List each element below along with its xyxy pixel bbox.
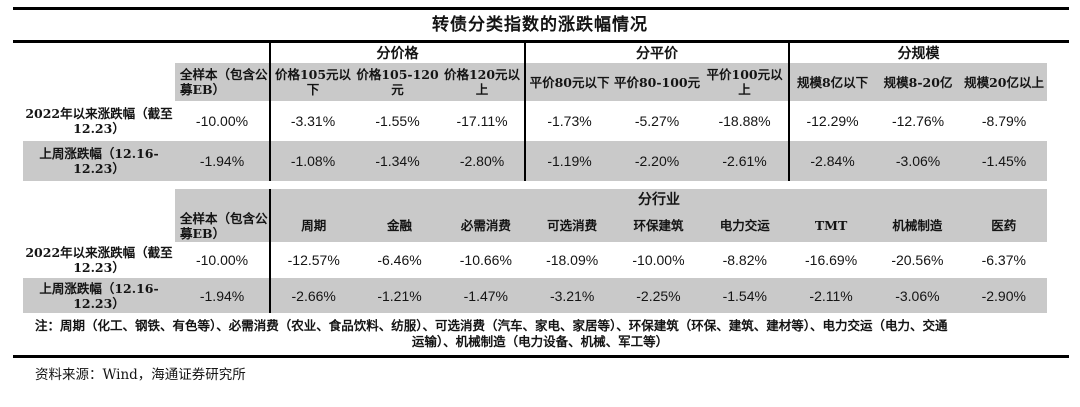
section-header-industry: 分行业 bbox=[269, 189, 1047, 209]
header-cell: 必需消费 bbox=[442, 209, 529, 242]
table-row: 上周涨跌幅（12.16-12.23） -1.94% -2.66% -1.21% … bbox=[23, 278, 1047, 313]
data-cell: -1.19% bbox=[524, 141, 614, 181]
data-cell: -2.11% bbox=[787, 278, 875, 313]
header-cell: 价格105元以下 bbox=[269, 63, 355, 101]
data-cell: -2.90% bbox=[960, 278, 1047, 313]
header-cell: 医药 bbox=[960, 209, 1047, 242]
row-label: 2022年以来涨跌幅（截至12.23） bbox=[25, 106, 173, 136]
footnote: 注：周期（化工、钢铁、有色等）、必需消费（农业、食品饮料、纺服）、可选消费（汽车… bbox=[23, 318, 1057, 350]
data-cell: -6.37% bbox=[981, 252, 1026, 268]
data-cell: -3.21% bbox=[528, 278, 616, 313]
header-cell: 价格120元以上 bbox=[440, 63, 526, 101]
data-cell: -18.09% bbox=[546, 252, 599, 268]
header-cell: TMT bbox=[787, 209, 875, 242]
header-cell-full-sample: 全样本（包含公募EB） bbox=[175, 209, 271, 242]
header-cell: 平价80元以下 bbox=[524, 63, 614, 101]
data-cell: -2.25% bbox=[615, 278, 702, 313]
data-cell: -1.21% bbox=[356, 278, 443, 313]
section-header-row: 分行业 bbox=[23, 189, 1047, 209]
data-cell: -10.00% bbox=[195, 113, 249, 129]
data-cell: -12.57% bbox=[269, 242, 357, 278]
data-cell: -2.20% bbox=[613, 141, 702, 181]
data-cell: -8.82% bbox=[722, 252, 767, 268]
top-rule bbox=[13, 7, 1069, 10]
data-cell: -3.06% bbox=[874, 278, 961, 313]
data-cell: -2.66% bbox=[269, 278, 357, 313]
row-label: 上周涨跌幅（12.16-12.23） bbox=[23, 141, 175, 181]
header-cell: 价格105-120元 bbox=[355, 63, 440, 101]
data-cell: -2.61% bbox=[701, 141, 790, 181]
data-cell: -1.08% bbox=[269, 141, 355, 181]
note-bottom-rule bbox=[13, 355, 1069, 358]
table-row: 2022年以来涨跌幅（截至12.23） -10.00% -3.31% -1.55… bbox=[23, 101, 1047, 141]
data-cell: -1.55% bbox=[375, 113, 420, 129]
data-cell: -10.00% bbox=[632, 252, 685, 268]
data-cell: -12.29% bbox=[788, 101, 876, 141]
header-cell: 规模8亿以下 bbox=[788, 63, 876, 101]
data-cell: -2.80% bbox=[440, 141, 526, 181]
table-price-parity-scale: 分价格 分平价 分规模 全样本（包含公募EB） 价格105元以下 价格105-1… bbox=[23, 43, 1048, 181]
spacer-cell bbox=[23, 209, 175, 242]
spacer-cell bbox=[23, 189, 175, 209]
data-cell: -3.31% bbox=[269, 101, 355, 141]
spacer-cell bbox=[175, 189, 271, 209]
header-cell-full-sample: 全样本（包含公募EB） bbox=[175, 63, 270, 101]
group-header-scale: 分规模 bbox=[788, 43, 1048, 63]
group-header-parity: 分平价 bbox=[524, 43, 790, 63]
header-cell: 可选消费 bbox=[528, 209, 616, 242]
group-header-row: 分价格 分平价 分规模 bbox=[23, 43, 1048, 63]
header-cell: 规模8-20亿 bbox=[875, 63, 962, 101]
data-cell: -10.00% bbox=[195, 252, 249, 268]
table-row: 2022年以来涨跌幅（截至12.23） -10.00% -12.57% -6.4… bbox=[23, 242, 1047, 278]
row-label: 上周涨跌幅（12.16-12.23） bbox=[23, 278, 176, 313]
header-cell: 平价100元以上 bbox=[701, 63, 790, 101]
row-label: 2022年以来涨跌幅（截至12.23） bbox=[25, 245, 173, 275]
group-header-price: 分价格 bbox=[268, 43, 526, 63]
data-cell: -3.06% bbox=[875, 141, 962, 181]
data-cell: -1.94% bbox=[175, 141, 270, 181]
data-cell: -8.79% bbox=[981, 113, 1027, 129]
data-cell: -1.94% bbox=[175, 278, 271, 313]
data-cell: -20.56% bbox=[891, 252, 944, 268]
header-cell: 平价80-100元 bbox=[613, 63, 702, 101]
data-cell: -1.34% bbox=[355, 141, 440, 181]
data-source: 资料来源：Wind，海通证券研究所 bbox=[35, 367, 246, 383]
data-cell: -1.45% bbox=[961, 141, 1048, 181]
data-cell: -5.27% bbox=[634, 113, 680, 129]
table-row: 上周涨跌幅（12.16-12.23） -1.94% -1.08% -1.34% … bbox=[23, 141, 1048, 181]
data-cell: -16.69% bbox=[805, 252, 858, 268]
data-cell: -17.11% bbox=[456, 113, 508, 129]
data-cell: -1.73% bbox=[524, 101, 614, 141]
header-cell: 规模20亿以上 bbox=[961, 63, 1048, 101]
figure-title: 转债分类指数的涨跌幅情况 bbox=[432, 15, 648, 35]
title-bottom-rule bbox=[13, 40, 1069, 43]
data-cell: -18.88% bbox=[718, 113, 771, 129]
spacer-cell bbox=[23, 43, 270, 63]
header-cell: 电力交运 bbox=[701, 209, 788, 242]
header-cell: 金融 bbox=[356, 209, 443, 242]
footnote-line-1: 注：周期（化工、钢铁、有色等）、必需消费（农业、食品饮料、纺服）、可选消费（汽车… bbox=[35, 318, 948, 333]
footnote-line-2: 运输）、机械制造（电力设备、机械、军工等） bbox=[411, 334, 669, 349]
data-cell: -10.66% bbox=[459, 252, 512, 268]
data-cell: -6.46% bbox=[377, 252, 422, 268]
data-cell: -12.76% bbox=[891, 113, 945, 129]
header-cell: 环保建筑 bbox=[615, 209, 702, 242]
header-cell: 周期 bbox=[269, 209, 357, 242]
table-industry: 分行业 全样本（包含公募EB） 周期 金融 必需消费 可选消费 环保建筑 电力交… bbox=[23, 189, 1047, 313]
column-header-row: 全样本（包含公募EB） 价格105元以下 价格105-120元 价格120元以上… bbox=[23, 63, 1048, 101]
data-cell: -1.47% bbox=[442, 278, 529, 313]
data-cell: -1.54% bbox=[701, 278, 788, 313]
header-cell: 机械制造 bbox=[874, 209, 961, 242]
spacer-cell bbox=[23, 63, 175, 101]
data-cell: -2.84% bbox=[788, 141, 876, 181]
column-header-row: 全样本（包含公募EB） 周期 金融 必需消费 可选消费 环保建筑 电力交运 TM… bbox=[23, 209, 1047, 242]
